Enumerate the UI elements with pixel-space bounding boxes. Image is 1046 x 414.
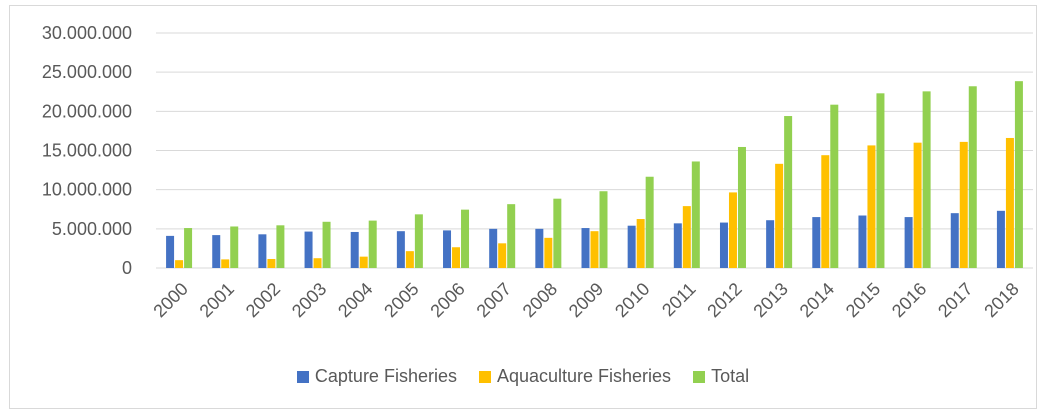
- x-tick-label: 2012: [703, 279, 745, 321]
- bar-total-2018: [1014, 81, 1023, 268]
- bar-total-2006: [461, 209, 470, 268]
- x-tick-label: 2018: [980, 279, 1022, 321]
- x-tick-label: 2010: [611, 279, 653, 321]
- x-tick-label: 2014: [796, 279, 838, 321]
- bar-total-2000: [184, 228, 193, 268]
- bar-total-2015: [876, 93, 885, 268]
- bar-capture-fisheries-2002: [258, 234, 267, 268]
- bar-capture-fisheries-2014: [812, 217, 821, 268]
- x-tick-label: 2001: [196, 279, 238, 321]
- bar-capture-fisheries-2007: [489, 228, 498, 268]
- bar-aquaculture-fisheries-2014: [821, 155, 830, 268]
- bars: [166, 81, 1023, 269]
- bar-total-2017: [968, 86, 977, 269]
- bar-total-2011: [691, 161, 700, 268]
- y-tick-label: 20.000.000: [42, 101, 132, 121]
- bar-capture-fisheries-2010: [627, 225, 636, 268]
- bar-total-2009: [599, 191, 608, 268]
- legend-item: Total: [693, 366, 749, 387]
- bar-total-2012: [737, 146, 746, 268]
- bar-capture-fisheries-2004: [350, 231, 359, 268]
- bar-capture-fisheries-2006: [443, 230, 452, 268]
- bar-capture-fisheries-2005: [396, 231, 405, 268]
- y-tick-label: 30.000.000: [42, 23, 132, 43]
- bar-total-2005: [414, 214, 423, 268]
- bar-aquaculture-fisheries-2016: [913, 142, 922, 268]
- x-tick-label: 2017: [934, 279, 976, 321]
- bar-aquaculture-fisheries-2003: [313, 258, 322, 268]
- y-tick-label: 15.000.000: [42, 141, 132, 161]
- bar-total-2001: [230, 226, 239, 268]
- bar-aquaculture-fisheries-2005: [405, 251, 414, 268]
- gridlines: [156, 32, 1033, 269]
- x-tick-label: 2002: [242, 279, 284, 321]
- legend-item: Aquaculture Fisheries: [478, 366, 672, 387]
- x-tick-label: 2007: [473, 279, 515, 321]
- bar-aquaculture-fisheries-2004: [359, 256, 368, 268]
- bar-capture-fisheries-2008: [535, 228, 544, 268]
- bar-capture-fisheries-2015: [858, 215, 867, 268]
- bar-capture-fisheries-2016: [904, 217, 913, 268]
- bar-aquaculture-fisheries-2001: [221, 259, 230, 268]
- bar-aquaculture-fisheries-2012: [728, 192, 737, 268]
- x-tick-label: 2006: [426, 279, 468, 321]
- x-tick-label: 2015: [842, 279, 884, 321]
- y-tick-label: 10.000.000: [42, 180, 132, 200]
- bar-total-2016: [922, 91, 931, 268]
- bar-total-2007: [507, 204, 516, 268]
- bar-capture-fisheries-2018: [996, 210, 1005, 268]
- x-axis-tick-labels: 2000 2001 2002 2003 2004 2005 2006 2007 2008 2009…: [149, 279, 1022, 321]
- y-axis-tick-labels: 0 5.000.000 10.000.000 15.000.000 20.000.000…: [42, 23, 132, 278]
- x-tick-label: 2008: [519, 279, 561, 321]
- y-tick-label: 25.000.000: [42, 62, 132, 82]
- bar-total-2010: [645, 176, 654, 268]
- bar-capture-fisheries-2012: [719, 222, 728, 268]
- x-tick-label: 2003: [288, 279, 330, 321]
- bar-aquaculture-fisheries-2018: [1005, 137, 1014, 268]
- legend-label: Aquaculture Fisheries: [496, 366, 672, 386]
- bar-aquaculture-fisheries-2011: [682, 206, 691, 268]
- x-tick-label: 2000: [149, 279, 191, 321]
- bar-total-2003: [322, 221, 331, 268]
- bar-aquaculture-fisheries-2000: [175, 260, 184, 268]
- legend-swatch: [478, 370, 491, 383]
- x-tick-label: 2005: [380, 279, 422, 321]
- y-tick-label: 5.000.000: [52, 219, 132, 239]
- bar-total-2014: [830, 104, 839, 268]
- bar-capture-fisheries-2001: [212, 235, 221, 268]
- bar-capture-fisheries-2009: [581, 228, 590, 268]
- bar-aquaculture-fisheries-2009: [590, 231, 599, 268]
- x-tick-label: 2004: [334, 279, 376, 321]
- bar-aquaculture-fisheries-2002: [267, 258, 276, 268]
- legend-item: Capture Fisheries: [296, 366, 457, 387]
- bar-aquaculture-fisheries-2008: [544, 237, 553, 268]
- bar-aquaculture-fisheries-2017: [959, 141, 968, 268]
- bar-total-2013: [784, 116, 793, 269]
- bar-aquaculture-fisheries-2015: [867, 145, 876, 268]
- y-tick-label: 0: [122, 258, 132, 278]
- x-tick-label: 2009: [565, 279, 607, 321]
- bar-capture-fisheries-2003: [304, 231, 313, 268]
- bar-capture-fisheries-2011: [673, 223, 682, 268]
- legend: Capture Fisheries Aquaculture Fisheries To…: [0, 366, 1046, 387]
- x-tick-label: 2016: [888, 279, 930, 321]
- legend-swatch: [296, 370, 309, 383]
- bar-total-2004: [368, 220, 377, 268]
- legend-label: Total: [711, 366, 750, 386]
- bar-aquaculture-fisheries-2013: [775, 163, 784, 268]
- bar-aquaculture-fisheries-2007: [498, 243, 507, 268]
- bar-aquaculture-fisheries-2010: [636, 219, 645, 268]
- bar-capture-fisheries-2017: [950, 213, 959, 268]
- legend-label: Capture Fisheries: [314, 366, 457, 386]
- bar-total-2008: [553, 198, 562, 268]
- bar-aquaculture-fisheries-2006: [452, 247, 461, 268]
- bar-capture-fisheries-2013: [766, 220, 775, 268]
- bar-total-2002: [276, 225, 285, 268]
- x-tick-label: 2013: [750, 279, 792, 321]
- legend-swatch: [693, 370, 706, 383]
- x-tick-label: 2011: [658, 279, 700, 321]
- bar-capture-fisheries-2000: [166, 235, 175, 268]
